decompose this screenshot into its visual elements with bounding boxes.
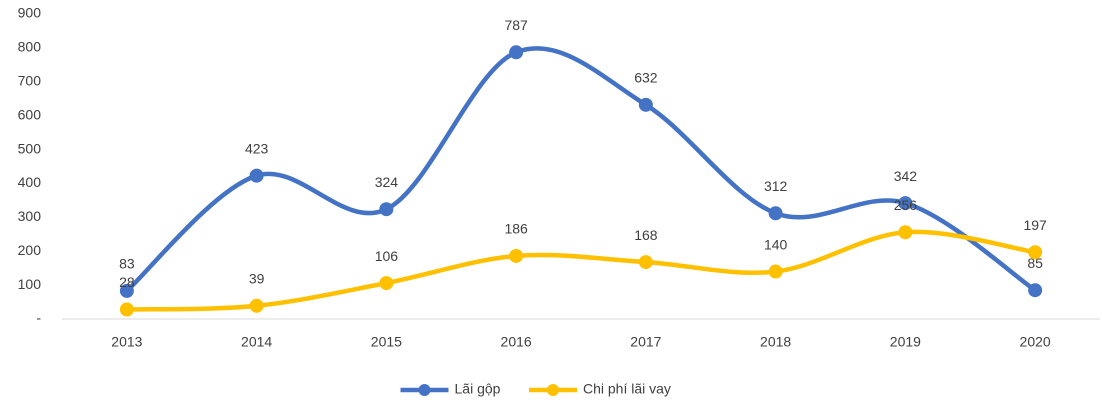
data-point <box>249 168 264 183</box>
x-tick-label: 2018 <box>760 334 791 350</box>
data-point <box>898 196 913 211</box>
data-point <box>379 202 394 217</box>
data-label: 85 <box>1027 255 1043 271</box>
legend-marker <box>547 384 559 396</box>
y-tick-label: 500 <box>18 140 42 156</box>
y-tick-label: 400 <box>18 174 42 190</box>
legend-marker <box>418 384 431 396</box>
data-label: 28 <box>119 274 135 290</box>
y-tick-label: 100 <box>18 276 42 292</box>
data-label: 787 <box>504 17 528 33</box>
data-label: 423 <box>245 140 269 156</box>
data-point <box>119 302 134 317</box>
y-tick-label: 900 <box>18 5 42 21</box>
data-point <box>638 97 653 112</box>
y-tick-label: 200 <box>18 242 42 258</box>
data-label: 106 <box>375 248 399 264</box>
x-tick-label: 2015 <box>371 334 402 350</box>
x-tick-label: 2020 <box>1020 334 1051 350</box>
y-tick-label: 600 <box>18 106 42 122</box>
data-point <box>768 206 783 221</box>
data-label: 342 <box>894 168 918 184</box>
data-point <box>638 255 653 270</box>
data-label: 83 <box>119 256 135 272</box>
data-point <box>249 298 264 313</box>
x-tick-label: 2013 <box>111 334 142 350</box>
legend-label: Lãi gộp <box>455 381 501 397</box>
data-label: 140 <box>764 236 788 252</box>
series-line <box>124 229 1038 312</box>
data-label: 186 <box>504 221 528 237</box>
data-point <box>509 45 524 60</box>
x-tick-label: 2014 <box>241 334 272 350</box>
data-label: 256 <box>894 197 918 213</box>
x-tick-label: 2016 <box>501 334 532 350</box>
x-tick-label: 2019 <box>890 334 921 350</box>
data-label: 168 <box>634 227 658 243</box>
data-point <box>768 264 783 279</box>
data-point <box>898 225 913 240</box>
data-label: 632 <box>634 70 658 86</box>
y-tick-label: 700 <box>18 72 42 88</box>
data-point <box>119 283 134 298</box>
y-tick-label: - <box>36 310 41 326</box>
x-tick-label: 2017 <box>630 334 661 350</box>
data-point <box>1028 283 1043 298</box>
y-tick-label: 300 <box>18 208 42 224</box>
data-label: 197 <box>1023 217 1047 233</box>
series-line <box>124 46 1038 294</box>
legend-label: Chi phí lãi vay <box>583 381 671 397</box>
data-point <box>1028 245 1043 260</box>
data-point <box>379 276 394 291</box>
data-label: 312 <box>764 178 788 194</box>
data-label: 39 <box>249 270 265 286</box>
data-point <box>509 248 524 263</box>
data-label: 324 <box>375 174 399 190</box>
y-tick-label: 800 <box>18 39 42 55</box>
